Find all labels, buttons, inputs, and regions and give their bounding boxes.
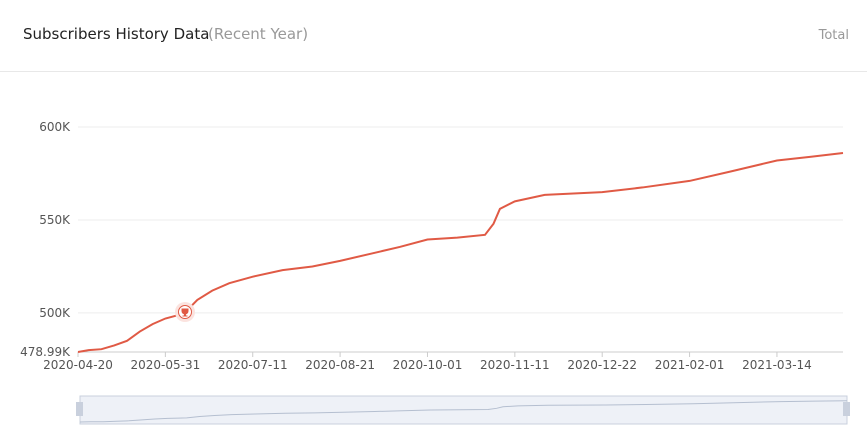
- y-tick-label: 600K: [39, 120, 71, 134]
- milestone-marker[interactable]: [175, 302, 195, 322]
- subtitle: (Recent Year): [208, 25, 309, 43]
- x-tick-label: 2020-04-20: [43, 358, 113, 372]
- x-tick-label: 2020-05-31: [130, 358, 200, 372]
- x-tick-label: 2021-02-01: [655, 358, 725, 372]
- title: Subscribers History Data: [23, 25, 210, 43]
- total-button[interactable]: Total: [818, 28, 849, 43]
- zoom-preview: [79, 400, 848, 423]
- line: [77, 152, 844, 353]
- x-tick-label: 2020-12-22: [567, 358, 637, 372]
- x-tick-label: 2020-10-01: [393, 358, 463, 372]
- header: Subscribers History Data (Recent Year) T…: [0, 0, 867, 72]
- x-tick-label: 2020-11-11: [480, 358, 550, 372]
- zoom-handle[interactable]: [76, 402, 83, 416]
- x-tick-label: 2021-03-14: [742, 358, 812, 372]
- y-tick-label: 550K: [39, 213, 71, 227]
- y-tick-label: 478.99K: [20, 345, 71, 359]
- x-tick-label: 2020-07-11: [218, 358, 288, 372]
- y-tick-label: 500K: [39, 306, 71, 320]
- zoom-handle[interactable]: [843, 402, 850, 416]
- x-tick-label: 2020-08-21: [305, 358, 375, 372]
